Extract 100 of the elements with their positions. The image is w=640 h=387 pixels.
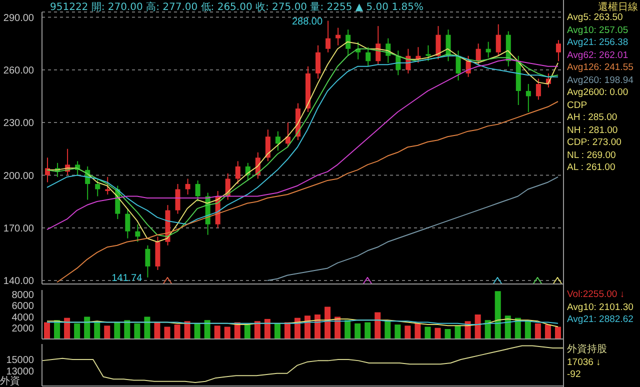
series-label: Avg62: 262.01 bbox=[567, 50, 630, 62]
series-label: 外資持股 bbox=[567, 344, 607, 356]
text: Avg21: 256.38 bbox=[567, 37, 630, 50]
y-tick-label: 15000 bbox=[6, 355, 34, 366]
text: -92 bbox=[567, 369, 582, 382]
y-tick-label: 290.00 bbox=[3, 12, 34, 24]
bar bbox=[544, 324, 551, 339]
bar bbox=[414, 323, 421, 339]
bar bbox=[554, 326, 561, 339]
bar bbox=[164, 326, 170, 339]
text: Avg10: 257.05 bbox=[567, 24, 630, 37]
bar bbox=[114, 322, 120, 339]
bar bbox=[444, 328, 451, 339]
bar bbox=[314, 314, 321, 339]
bar bbox=[534, 323, 541, 339]
text: AH : 285.00 bbox=[567, 112, 618, 124]
candlestick bbox=[426, 44, 431, 62]
text: AL : 261.00 bbox=[567, 162, 616, 174]
annotation: 288.00 bbox=[292, 16, 323, 28]
text: NH : 281.00 bbox=[567, 124, 619, 137]
candlestick bbox=[135, 224, 140, 242]
candlestick bbox=[476, 43, 481, 66]
text: 還權日線 bbox=[598, 0, 638, 13]
bar bbox=[174, 324, 180, 339]
text: Vol:2255.00 ↓ bbox=[567, 289, 626, 302]
bar bbox=[254, 321, 260, 339]
bar bbox=[374, 312, 381, 339]
bar bbox=[154, 322, 160, 339]
candlestick bbox=[526, 83, 531, 113]
candlestick bbox=[175, 183, 180, 214]
y-tick-label: 260.00 bbox=[3, 65, 34, 76]
candlestick bbox=[326, 20, 331, 53]
text: NL : 269.00 bbox=[567, 150, 617, 162]
candlestick bbox=[275, 130, 280, 152]
bar bbox=[84, 316, 90, 339]
bar bbox=[274, 323, 280, 339]
bar bbox=[434, 328, 441, 339]
candlestick bbox=[145, 244, 150, 278]
chart-title: 951222 開: 270.00 高: 277.00 低: 265.00 收: 275.00 量: 2255 ▲ 5.00 1.85% bbox=[50, 0, 424, 14]
text: Avg5: 263.50 bbox=[567, 12, 624, 24]
bar bbox=[264, 318, 270, 339]
text: Avg2600: 0.00 bbox=[567, 87, 630, 100]
bar bbox=[44, 322, 50, 339]
candlestick bbox=[366, 46, 371, 67]
bar bbox=[204, 320, 210, 339]
bar bbox=[194, 323, 200, 339]
candlestick bbox=[105, 176, 110, 196]
candlestick bbox=[195, 180, 200, 202]
y-tick-label: 140.00 bbox=[3, 276, 34, 288]
bar bbox=[474, 314, 481, 339]
candlestick bbox=[125, 208, 130, 239]
bar bbox=[104, 326, 110, 339]
bar bbox=[64, 318, 70, 339]
y-tick-label: 230.00 bbox=[3, 118, 34, 130]
bar bbox=[334, 316, 341, 339]
y-tick-label: 6000 bbox=[12, 301, 34, 312]
y-tick-label: 8000 bbox=[12, 290, 34, 302]
line-series bbox=[266, 176, 558, 281]
bar bbox=[494, 291, 501, 339]
y-axis-title: 外資 bbox=[0, 375, 20, 387]
text: Avg126: 241.55 bbox=[567, 62, 634, 74]
bar bbox=[134, 323, 140, 339]
bar bbox=[144, 316, 150, 339]
bar bbox=[404, 326, 411, 339]
bar bbox=[384, 321, 391, 339]
line-series bbox=[42, 345, 564, 384]
candlestick bbox=[496, 24, 501, 56]
candlestick bbox=[336, 27, 341, 46]
line-series bbox=[56, 100, 558, 283]
candlestick bbox=[436, 26, 441, 60]
candlestick bbox=[185, 178, 190, 196]
text: CDP: 273.00 bbox=[567, 137, 622, 150]
bar bbox=[354, 323, 361, 339]
y-tick-label: 200.00 bbox=[3, 170, 34, 182]
y-tick-label: 2000 bbox=[12, 323, 34, 334]
candlestick bbox=[346, 29, 351, 56]
candlestick bbox=[536, 78, 541, 100]
text: Avg260: 198.94 bbox=[567, 74, 634, 87]
bar bbox=[124, 320, 130, 339]
y-tick-label: 4000 bbox=[12, 312, 34, 324]
bar bbox=[224, 326, 230, 339]
bar bbox=[184, 321, 190, 339]
candlestick bbox=[316, 44, 321, 80]
bar bbox=[364, 322, 371, 339]
series-label: Avg10: 2101.30 bbox=[567, 302, 634, 314]
bar bbox=[484, 320, 491, 339]
candlestick bbox=[486, 41, 491, 58]
bar bbox=[454, 326, 461, 339]
bar bbox=[394, 324, 401, 339]
series-label: Avg21: 2882.62 bbox=[567, 314, 634, 326]
y-tick-label: 170.00 bbox=[3, 223, 34, 234]
annotation: 141.74 bbox=[112, 272, 143, 284]
candlestick bbox=[235, 160, 240, 184]
candlestick bbox=[265, 129, 270, 162]
candlestick bbox=[95, 178, 100, 197]
candlestick bbox=[45, 157, 50, 183]
bar bbox=[324, 306, 331, 339]
text: CDP bbox=[567, 100, 588, 112]
bar bbox=[74, 323, 80, 339]
text: 17036 ↓ bbox=[567, 356, 602, 369]
